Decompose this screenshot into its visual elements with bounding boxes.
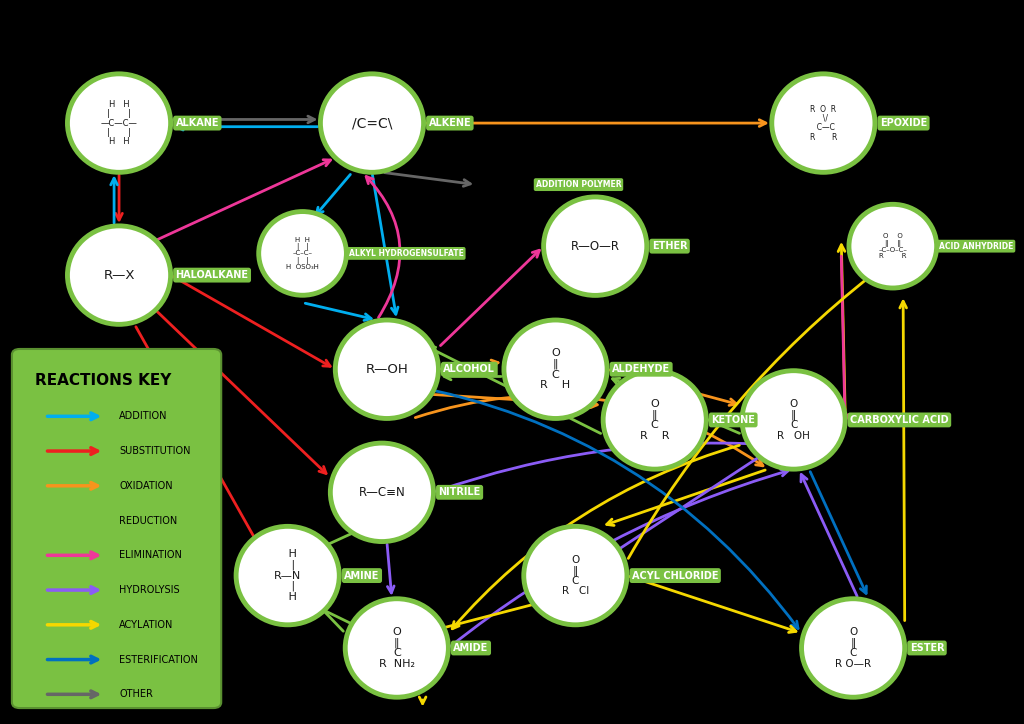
Text: O
‖
C
R  NH₂: O ‖ C R NH₂ — [379, 627, 415, 669]
Ellipse shape — [259, 211, 346, 295]
Ellipse shape — [504, 320, 607, 418]
Text: ETHER: ETHER — [651, 241, 687, 251]
Text: O
‖
C
R    R: O ‖ C R R — [640, 399, 670, 441]
Text: ALCOHOL: ALCOHOL — [443, 364, 496, 374]
Text: ACYLATION: ACYLATION — [119, 620, 173, 630]
Text: ALKANE: ALKANE — [175, 118, 219, 128]
Text: H
   |
R—N
   |
   H: H | R—N | H — [274, 550, 301, 602]
Text: /C=C\: /C=C\ — [352, 116, 392, 130]
Text: HYDROLYSIS: HYDROLYSIS — [119, 585, 179, 595]
Ellipse shape — [742, 371, 845, 469]
Text: OTHER: OTHER — [119, 689, 153, 699]
Text: H   H
|       |
—C—C—
|       |
H   H: H H | | —C—C— | | H H — [100, 100, 137, 146]
Text: ESTERIFICATION: ESTERIFICATION — [119, 654, 198, 665]
Text: EPOXIDE: EPOXIDE — [880, 118, 927, 128]
Text: SUBSTITUTION: SUBSTITUTION — [119, 446, 190, 456]
Ellipse shape — [849, 204, 937, 288]
FancyBboxPatch shape — [12, 349, 221, 708]
Text: REDUCTION: REDUCTION — [119, 515, 177, 526]
Text: ESTER: ESTER — [909, 643, 944, 653]
Text: O
‖
C
R   Cl: O ‖ C R Cl — [562, 555, 589, 597]
Text: R—OH: R—OH — [366, 363, 409, 376]
Text: ALDEHYDE: ALDEHYDE — [612, 364, 670, 374]
Text: O    O
‖    ‖
–C–O–C–
R        R: O O ‖ ‖ –C–O–C– R R — [879, 233, 907, 259]
Text: O
‖
C
R O—R: O ‖ C R O—R — [835, 627, 871, 669]
Ellipse shape — [524, 526, 627, 625]
Text: ALKYL HYDROGENSULFATE: ALKYL HYDROGENSULFATE — [349, 249, 464, 258]
Ellipse shape — [345, 599, 449, 697]
Ellipse shape — [68, 226, 171, 324]
Text: ACYL CHLORIDE: ACYL CHLORIDE — [632, 571, 719, 581]
Ellipse shape — [802, 599, 905, 697]
Text: AMINE: AMINE — [344, 571, 380, 581]
Ellipse shape — [321, 74, 424, 172]
Text: R  O  R
  \/
  C—C
R       R: R O R \/ C—C R R — [810, 104, 837, 142]
Text: O
‖
C
R   OH: O ‖ C R OH — [777, 399, 810, 441]
Ellipse shape — [237, 526, 339, 625]
Ellipse shape — [68, 74, 171, 172]
Ellipse shape — [331, 443, 433, 542]
Text: ADDITION: ADDITION — [119, 411, 168, 421]
Text: O
‖
C
R    H: O ‖ C R H — [541, 348, 570, 390]
Text: HALOALKANE: HALOALKANE — [175, 270, 249, 280]
Ellipse shape — [335, 320, 438, 418]
Text: CARBOXYLIC ACID: CARBOXYLIC ACID — [850, 415, 949, 425]
Text: R—C≡N: R—C≡N — [358, 486, 406, 499]
Text: ADDITION POLYMER: ADDITION POLYMER — [536, 180, 622, 189]
Text: ALKENE: ALKENE — [429, 118, 471, 128]
Text: OXIDATION: OXIDATION — [119, 481, 173, 491]
Text: R—X: R—X — [103, 269, 135, 282]
Ellipse shape — [603, 371, 707, 469]
Text: KETONE: KETONE — [712, 415, 755, 425]
Text: AMIDE: AMIDE — [454, 643, 488, 653]
Ellipse shape — [772, 74, 874, 172]
Ellipse shape — [544, 197, 647, 295]
Text: R—O—R: R—O—R — [570, 240, 620, 253]
Text: ACID ANHYDRIDE: ACID ANHYDRIDE — [939, 242, 1014, 251]
Text: REACTIONS KEY: REACTIONS KEY — [35, 373, 171, 388]
Text: NITRILE: NITRILE — [438, 487, 480, 497]
Text: ELIMINATION: ELIMINATION — [119, 550, 182, 560]
Text: H  H
|   |
–C–C–
|   |
H  OSO₃H: H H | | –C–C– | | H OSO₃H — [286, 237, 319, 270]
